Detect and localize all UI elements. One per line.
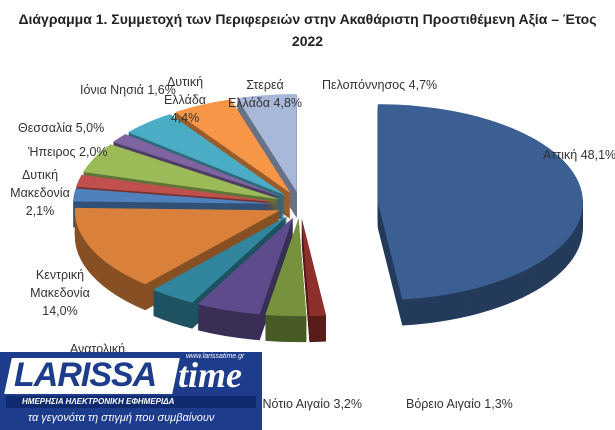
chart-title: Διάγραμμα 1. Συμμετοχή των Περιφερειών σ… <box>18 11 597 49</box>
category-label: Νότιο Αιγαίο <box>262 397 331 411</box>
slice-label: Δυτική Μακεδονία 2,1% <box>10 166 70 220</box>
slice-top <box>76 174 279 203</box>
logo-name: LARISSA <box>14 356 157 394</box>
slice <box>265 218 307 343</box>
value-label: 4,7% <box>408 78 438 92</box>
category-label: Ιόνια Νησιά <box>80 83 144 97</box>
category-label: Θεσσαλία <box>18 121 73 135</box>
value-label: 48,1% <box>580 148 615 162</box>
slice <box>197 217 294 341</box>
category-label: Δυτική Ελλάδα <box>163 75 207 107</box>
slice-top <box>74 207 280 285</box>
logo: LARISSA time www.larissatime.gr ΗΜΕΡΗΣΙΑ… <box>0 352 262 430</box>
value-label: 2,1% <box>25 204 55 218</box>
slice-top <box>377 104 583 300</box>
value-label: 4,4% <box>170 111 200 125</box>
slice-label: Στερεά Ελλάδα 4,8% <box>226 76 304 112</box>
slice-top <box>73 188 279 204</box>
value-label: 1,3% <box>484 397 513 411</box>
slice-top <box>175 99 291 194</box>
logo-subtitle: ΗΜΕΡΗΣΙΑ ΗΛΕΚΤΡΟΝΙΚΗ ΕΦΗΜΕΡΙΔΑ <box>22 397 175 406</box>
value-label: 2,0% <box>79 145 108 159</box>
logo-url: www.larissatime.gr <box>186 353 245 360</box>
slice-top <box>265 218 307 317</box>
category-label: Πελοπόννησος <box>322 78 406 92</box>
slice-label: Δυτική Ελλάδα 4,4% <box>160 73 210 127</box>
category-label: Κεντρική Μακεδονία <box>30 268 90 300</box>
slice-label: Βόρειο Αιγαίο 1,3% <box>406 395 536 413</box>
category-label: Αττική <box>543 148 578 162</box>
logo-name2: time <box>178 355 242 395</box>
slice-label: Κεντρική Μακεδονία 14,0% <box>20 266 100 320</box>
slice <box>152 215 288 329</box>
slice-label: Θεσσαλία 5,0% <box>18 119 128 137</box>
slice-label: Ιόνια Νησιά 1,6% <box>80 81 190 99</box>
slice-top <box>152 215 288 303</box>
slice-label: Αττική 48,1% <box>543 146 615 164</box>
category-label: Βόρειο Αιγαίο <box>406 397 481 411</box>
logo-slogan: τα γεγονότα τη στιγμή που συμβαίνουν <box>28 412 215 424</box>
value-label: 14,0% <box>42 304 78 318</box>
category-label: Στερεά Ελλάδα <box>227 78 284 110</box>
slice-top <box>128 114 286 196</box>
category-label: Ήπειρος <box>28 145 76 159</box>
slice-top <box>112 134 283 198</box>
value-label: 5,0% <box>75 121 105 135</box>
slice-label: Πελοπόννησος 4,7% <box>322 76 462 94</box>
slice-label: Ήπειρος 2,0% <box>28 143 138 161</box>
slice-top <box>301 218 327 317</box>
slice <box>301 218 327 343</box>
slice-top <box>83 144 281 200</box>
category-label: Δυτική Μακεδονία <box>10 168 70 200</box>
slice <box>377 104 583 326</box>
value-label: 4,8% <box>273 96 303 110</box>
value-label: 1,6% <box>147 83 176 97</box>
slice-top <box>237 93 297 192</box>
slice-top <box>197 217 294 315</box>
slice-label: Νότιο Αιγαίο 3,2% <box>238 395 362 413</box>
value-label: 3,2% <box>333 397 363 411</box>
